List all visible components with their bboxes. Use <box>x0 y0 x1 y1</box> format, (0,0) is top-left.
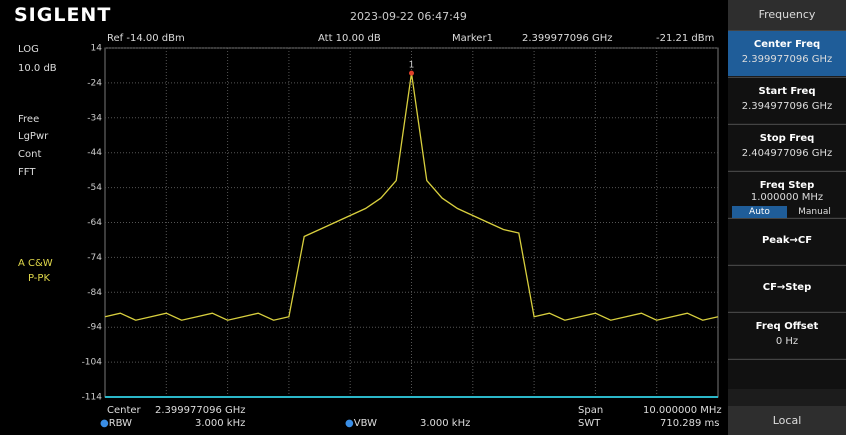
ref-level: Ref -14.00 dBm <box>107 33 185 44</box>
marker-freq: 2.399977096 GHz <box>522 33 613 44</box>
status-text: Free <box>18 114 40 125</box>
menu-button[interactable]: Freq Step 1.000000 MHz Auto Manual <box>728 171 846 218</box>
option[interactable]: Manual <box>798 207 831 217</box>
footer-label: Span <box>578 405 604 416</box>
marker-level: -21.21 dBm <box>656 33 715 44</box>
y-tick-label: -94 <box>87 323 102 333</box>
brand: SIGLENT <box>14 4 112 26</box>
marker-label: 1 <box>409 61 415 71</box>
menu-button[interactable]: Peak→CF <box>728 218 846 264</box>
menu-value: 2.394977096 GHz <box>741 101 833 112</box>
y-tick-label: -24 <box>87 78 102 88</box>
footer-value: 710.289 ms <box>660 418 720 429</box>
footer-label: SWT <box>578 418 601 429</box>
menu-button[interactable]: Local <box>728 406 846 435</box>
y-tick-label: 14 <box>91 44 103 54</box>
marker-name: Marker1 <box>452 33 493 44</box>
menu-label: Start Freq <box>758 86 816 97</box>
menu-label: Freq Offset <box>755 321 819 332</box>
y-tick-label: -54 <box>87 183 102 193</box>
menu-label: CF→Step <box>762 282 812 293</box>
footer-label: VBW <box>353 418 377 429</box>
status-text: P-PK <box>28 273 51 284</box>
menu-label: Stop Freq <box>759 133 815 144</box>
menu-label: Freq Step <box>759 180 815 191</box>
status-text: Cont <box>18 149 42 160</box>
menu-label: Center Freq <box>753 39 821 50</box>
menu-blank <box>728 359 846 389</box>
menu-button[interactable]: Center Freq 2.399977096 GHz <box>728 30 846 76</box>
y-tick-label: -44 <box>87 148 102 158</box>
y-tick-label: -84 <box>87 288 102 298</box>
menu-title: Frequency <box>728 0 846 30</box>
menu-button[interactable]: Stop Freq 2.404977096 GHz <box>728 124 846 170</box>
side-menu: Frequency Local Center Freq 2.399977096 G… <box>728 0 846 435</box>
footer-item: ●RBW <box>100 418 133 429</box>
status-text: LgPwr <box>18 131 49 142</box>
menu-button[interactable]: Start Freq 2.394977096 GHz <box>728 77 846 123</box>
footer-value: 2.399977096 GHz <box>155 405 246 416</box>
y-tick-label: -104 <box>82 358 103 368</box>
y-tick-label: -64 <box>87 218 102 228</box>
menu-button[interactable]: Freq Offset 0 Hz <box>728 312 846 358</box>
footer-value: 3.000 kHz <box>420 418 471 429</box>
status-text: LOG <box>18 44 39 55</box>
footer-value: 10.000000 MHz <box>643 405 722 416</box>
option[interactable]: Auto <box>732 206 787 218</box>
status-text: 10.0 dB <box>18 63 57 74</box>
menu-value: 0 Hz <box>775 336 799 347</box>
footer-label: Center <box>107 405 141 416</box>
y-tick-label: -114 <box>82 393 103 403</box>
attenuation: Att 10.00 dB <box>318 33 381 44</box>
marker-dot <box>409 70 414 76</box>
menu-value: 2.399977096 GHz <box>741 54 833 65</box>
y-tick-label: -74 <box>87 253 102 263</box>
option-group: Auto Manual <box>732 206 842 218</box>
footer-item: ●VBW <box>345 418 377 429</box>
spectrum-chart: 14 -24 -34 -44 -54 -64 -74 -84 -94 -104 -114 1 <box>82 44 719 403</box>
menu-value: 1.000000 MHz <box>750 192 824 203</box>
status-text: FFT <box>18 167 36 178</box>
trace <box>104 73 719 321</box>
footer-label: RBW <box>108 418 133 429</box>
menu-button[interactable]: CF→Step <box>728 265 846 311</box>
menu-value: 2.404977096 GHz <box>741 148 833 159</box>
status-text: A C&W <box>18 258 53 269</box>
menu-label: Peak→CF <box>761 235 813 246</box>
datetime: 2023-09-22 06:47:49 <box>350 10 467 23</box>
footer-value: 3.000 kHz <box>195 418 246 429</box>
y-tick-label: -34 <box>87 113 102 123</box>
